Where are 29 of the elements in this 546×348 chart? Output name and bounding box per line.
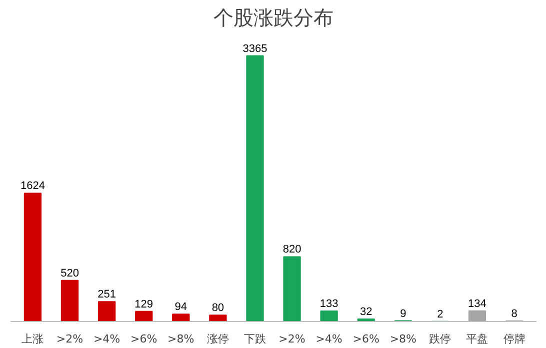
x-tick-label: 平盘 — [466, 332, 488, 346]
data-label: 94 — [174, 301, 188, 314]
x-tick-label: >4% — [316, 332, 342, 346]
x-tick-label: 涨停 — [206, 332, 229, 346]
data-label: 9 — [400, 308, 406, 320]
x-tick-label: 跌停 — [429, 332, 452, 346]
data-label: 133 — [320, 298, 338, 310]
x-tick-label: >2% — [278, 332, 306, 346]
data-label: 1624 — [20, 180, 45, 192]
data-label: 251 — [98, 288, 116, 301]
x-tick-label: 上涨 — [22, 332, 44, 346]
x-tick-label: >6% — [130, 332, 158, 346]
data-label: 820 — [282, 244, 302, 256]
chart-title: 个股涨跌分布 — [214, 8, 334, 30]
data-label: 129 — [134, 298, 154, 310]
data-label: 32 — [360, 306, 372, 318]
data-label: 80 — [212, 302, 224, 314]
x-tick-label: 下跌 — [244, 332, 266, 346]
x-tick-label: 停牌 — [503, 332, 526, 346]
data-label: 2 — [437, 308, 444, 320]
x-tick-label: >4% — [93, 332, 120, 346]
data-label: 8 — [511, 308, 518, 320]
x-tick-label: >8% — [168, 332, 194, 346]
data-label: 3365 — [242, 42, 268, 55]
x-tick-label: >2% — [56, 332, 84, 346]
x-tick-label: >6% — [352, 332, 380, 346]
x-tick-label: >8% — [390, 332, 416, 346]
data-label: 520 — [60, 267, 79, 280]
data-label: 134 — [468, 298, 486, 310]
